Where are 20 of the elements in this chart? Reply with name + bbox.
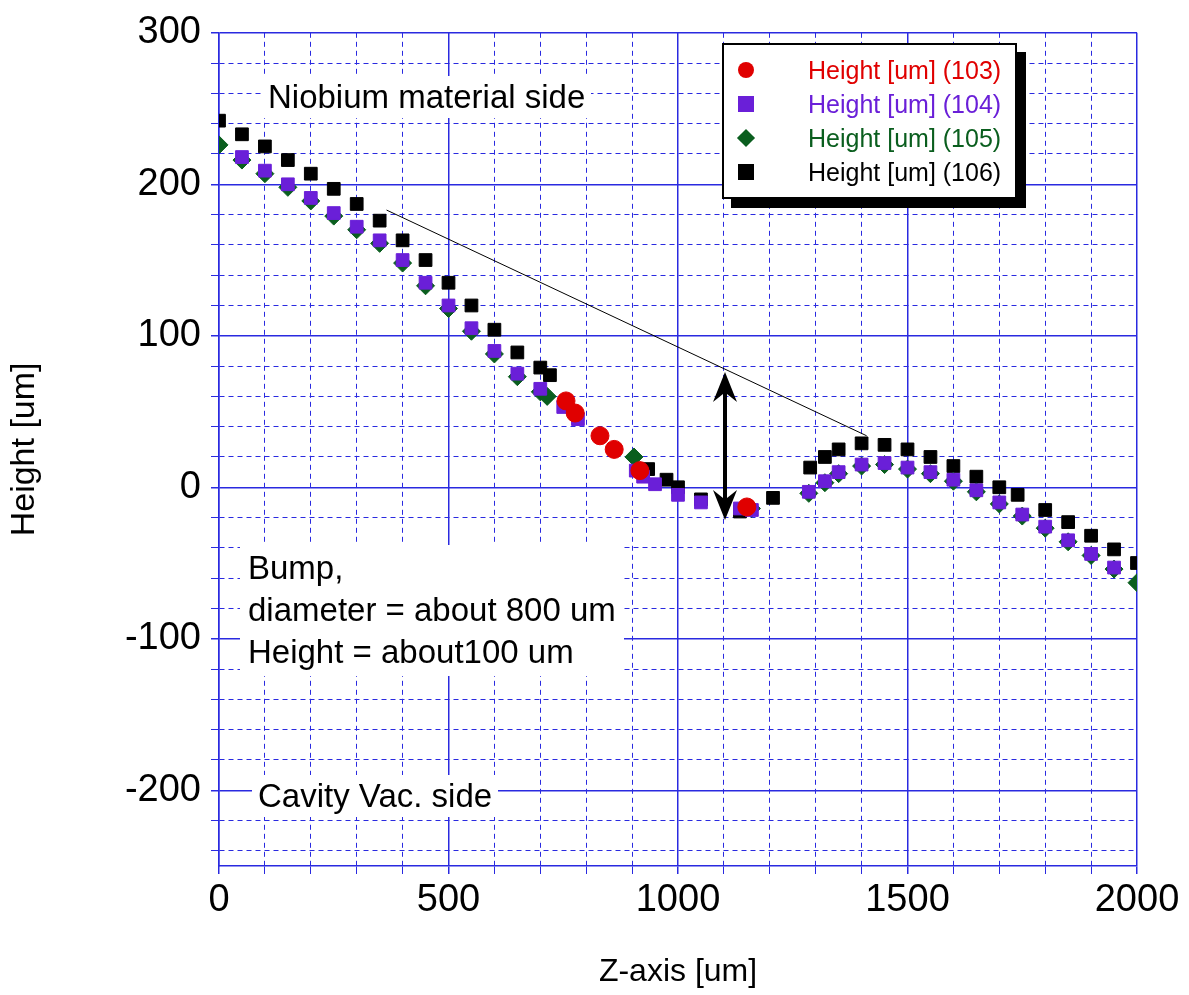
y-tick-label: 300: [137, 9, 201, 52]
y-axis-title: Height [um]: [2, 362, 41, 537]
legend-label: Height [um] (104): [808, 89, 1002, 119]
annotation: Cavity Vac. side: [252, 775, 499, 818]
legend-label: Height [um] (103): [808, 55, 1002, 85]
x-tick-label: 2000: [1094, 877, 1180, 920]
x-tick-label: 1500: [865, 877, 950, 920]
x-axis-title: Z-axis [um]: [598, 951, 758, 988]
y-tick-label: 0: [179, 463, 201, 506]
y-tick-label: 200: [137, 160, 201, 203]
annotation: Bump, diameter = about 800 um Height = about100 um: [240, 545, 624, 676]
x-tick-label: 500: [416, 877, 481, 920]
y-tick-label: 100: [137, 312, 201, 355]
legend-label: Height [um] (105): [808, 123, 1002, 153]
x-tick-label: 0: [208, 877, 230, 920]
y-tick-label: -200: [124, 766, 201, 809]
legend-label: Height [um] (106): [808, 157, 1002, 187]
y-tick-label: -100: [124, 615, 201, 658]
annotation: Niobium material side: [262, 76, 592, 119]
x-tick-label: 1000: [635, 877, 721, 920]
